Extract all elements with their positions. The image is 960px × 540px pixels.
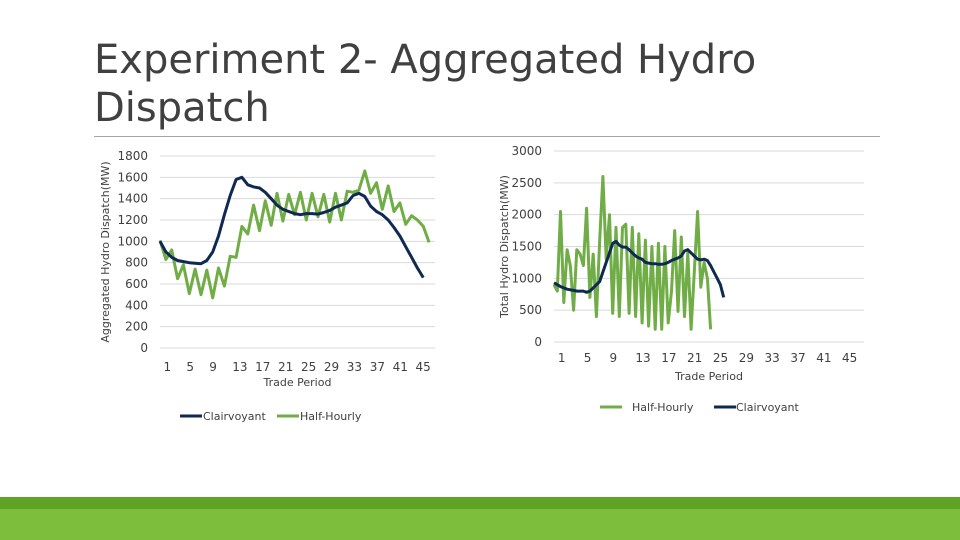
legend-label-clairvoyant: Clairvoyant (736, 401, 800, 414)
title-divider (94, 136, 880, 137)
x-tick-label: 17 (661, 351, 676, 365)
y-tick-label: 800 (125, 256, 148, 270)
y-tick-label: 500 (519, 303, 542, 317)
footer-decoration-bar (0, 497, 960, 540)
y-tick-label: 1000 (117, 234, 148, 248)
y-tick-label: 1600 (117, 170, 148, 184)
x-tick-label: 5 (584, 351, 592, 365)
x-tick-label: 37 (370, 360, 385, 374)
x-tick-label: 21 (687, 351, 702, 365)
series-line-half-hourly (552, 175, 713, 331)
y-tick-label: 1000 (511, 271, 542, 285)
x-tick-label: 9 (209, 360, 217, 374)
y-tick-label: 200 (125, 320, 148, 334)
series-line-clairvoyant (553, 239, 726, 298)
y-tick-label: 1800 (117, 149, 148, 163)
y-axis-title: Aggregated Hydro Dispatch(MW) (99, 161, 112, 342)
x-tick-label: 33 (765, 351, 780, 365)
x-tick-label: 45 (842, 351, 857, 365)
x-tick-label: 41 (816, 351, 831, 365)
legend-label-half-hourly: Half-Hourly (300, 410, 362, 423)
x-tick-label: 33 (347, 360, 362, 374)
y-tick-label: 2000 (511, 208, 542, 222)
legend-label-clairvoyant: Clairvoyant (203, 410, 267, 423)
series-line-clairvoyant (158, 175, 425, 279)
left-chart-aggregated-dispatch: 0 200 400 600 800 1000 1200 1400 1600 1800 1 5 9 13 17… (99, 149, 435, 423)
x-axis-title: Trade Period (263, 376, 332, 389)
x-tick-label: 25 (301, 360, 316, 374)
y-tick-label: 1500 (511, 240, 542, 254)
x-tick-label: 9 (610, 351, 618, 365)
x-tick-label: 41 (393, 360, 408, 374)
y-tick-label: 400 (125, 298, 148, 312)
y-tick-label: 1200 (117, 213, 148, 227)
y-tick-label: 600 (125, 277, 148, 291)
y-tick-label: 3000 (511, 144, 542, 158)
x-tick-label: 1 (558, 351, 566, 365)
x-tick-label: 13 (635, 351, 650, 365)
x-tick-label: 25 (713, 351, 728, 365)
y-tick-label: 1400 (117, 192, 148, 206)
x-tick-label: 29 (739, 351, 754, 365)
x-axis-title: Trade Period (674, 370, 743, 383)
y-tick-label: 2500 (511, 176, 542, 190)
y-axis-title: Total Hydro Dispatch(MW) (498, 175, 511, 319)
x-tick-label: 45 (416, 360, 431, 374)
x-tick-label: 1 (163, 360, 171, 374)
legend-label-half-hourly: Half-Hourly (632, 401, 694, 414)
x-tick-label: 13 (232, 360, 247, 374)
slide-title: Experiment 2- Aggregated Hydro Dispatch (94, 37, 757, 131)
right-chart-total-dispatch: 0 500 1000 1500 2000 2500 3000 1 5 9 13 17 21 25 29 33 3… (498, 144, 864, 414)
series-line-half-hourly (158, 169, 431, 300)
x-tick-label: 21 (278, 360, 293, 374)
x-tick-label: 17 (255, 360, 270, 374)
x-tick-label: 29 (324, 360, 339, 374)
x-tick-label: 37 (790, 351, 805, 365)
y-tick-label: 0 (140, 341, 148, 355)
x-tick-label: 5 (186, 360, 194, 374)
y-tick-label: 0 (534, 335, 542, 349)
